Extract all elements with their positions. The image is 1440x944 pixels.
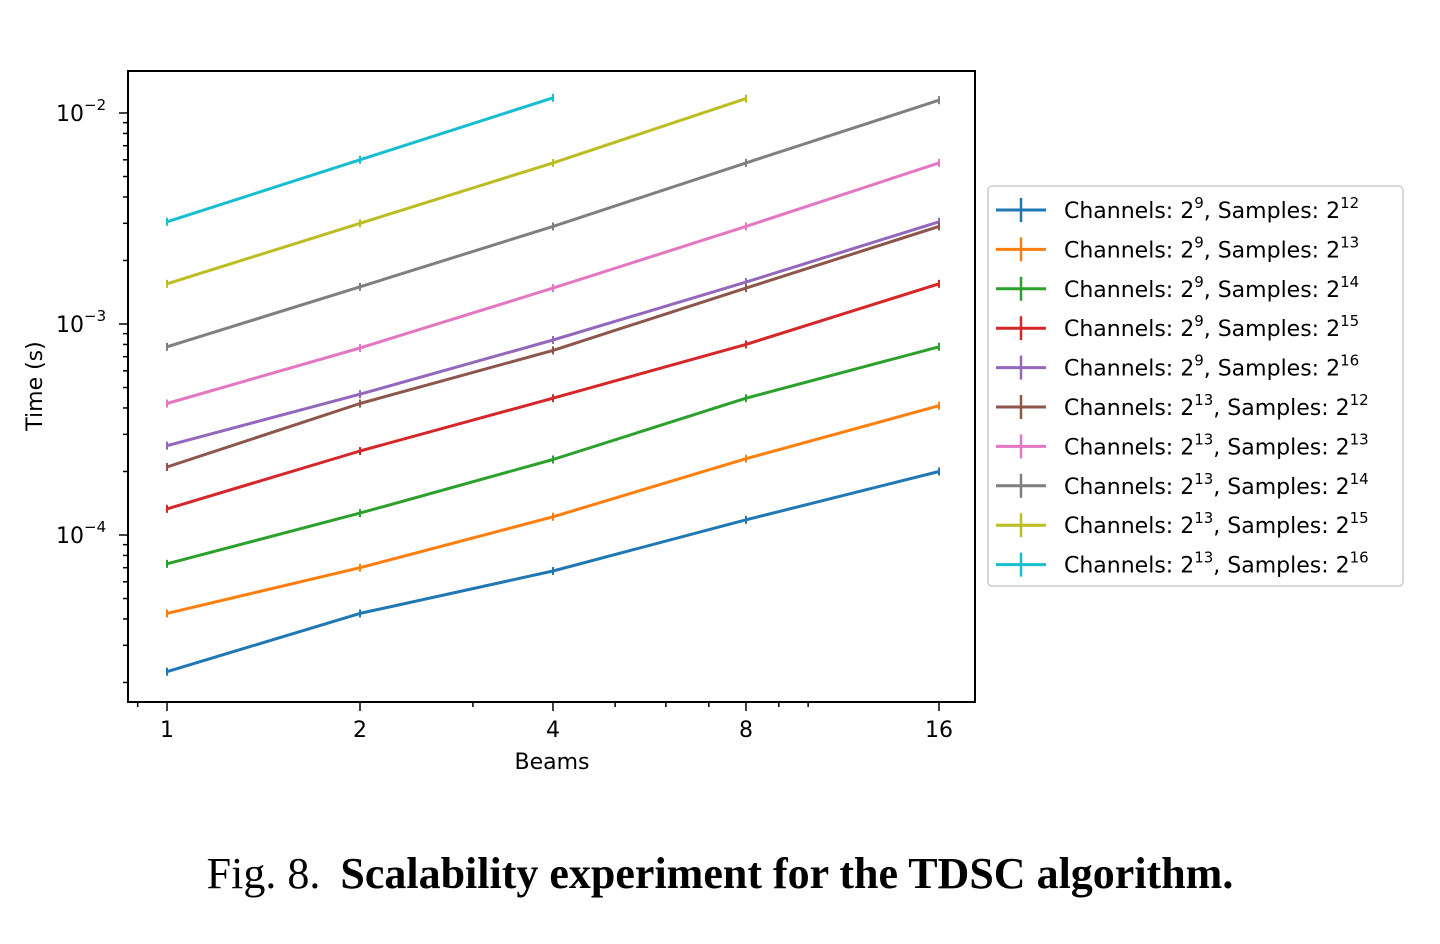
y-tick-label: 10−3 bbox=[56, 307, 106, 338]
legend-entry: Channels: 29, Samples: 216 bbox=[1064, 352, 1359, 382]
legend-entry: Channels: 213, Samples: 214 bbox=[1064, 470, 1369, 500]
legend-entry: Channels: 29, Samples: 214 bbox=[1064, 273, 1359, 303]
legend-entry: Channels: 213, Samples: 216 bbox=[1064, 549, 1369, 579]
y-axis-label: Time (s) bbox=[23, 341, 48, 431]
y-tick-label: 10−4 bbox=[56, 518, 106, 549]
series-line bbox=[166, 404, 940, 615]
series-line bbox=[166, 345, 940, 566]
x-tick-label: 8 bbox=[739, 718, 753, 743]
minor-ticks bbox=[123, 121, 809, 707]
legend-entry: Channels: 29, Samples: 212 bbox=[1064, 194, 1359, 224]
caption-text: Scalability experiment for the TDSC algo… bbox=[340, 849, 1234, 898]
plot-frame bbox=[127, 70, 976, 703]
x-tick-label: 16 bbox=[925, 718, 953, 743]
caption-label: Fig. 8. bbox=[206, 849, 321, 898]
legend-entry: Channels: 29, Samples: 213 bbox=[1064, 233, 1359, 263]
x-tick-label: 2 bbox=[353, 718, 367, 743]
legend-entry: Channels: 29, Samples: 215 bbox=[1064, 312, 1359, 342]
series-line bbox=[166, 161, 940, 405]
y-tick-label: 10−2 bbox=[56, 96, 106, 127]
series-line bbox=[166, 97, 747, 286]
figure-caption: Fig. 8. Scalability experiment for the TD… bbox=[0, 848, 1440, 899]
y-tick-labels: 10−2 10−3 10−4 bbox=[56, 96, 106, 549]
major-ticks bbox=[119, 112, 940, 711]
x-tick-label: 4 bbox=[546, 718, 560, 743]
legend: Channels: 29, Samples: 212 Channels: 29, … bbox=[987, 185, 1404, 587]
legend-entry: Channels: 213, Samples: 212 bbox=[1064, 391, 1369, 421]
series-line bbox=[166, 220, 940, 448]
legend-entry: Channels: 213, Samples: 213 bbox=[1064, 430, 1369, 460]
legend-frame bbox=[987, 185, 1404, 587]
x-tick-label: 1 bbox=[160, 718, 174, 743]
x-tick-labels: 1 2 4 8 16 bbox=[160, 718, 953, 743]
legend-entry: Channels: 213, Samples: 215 bbox=[1064, 509, 1369, 539]
series-lines bbox=[166, 93, 940, 676]
x-axis-label: Beams bbox=[514, 750, 589, 775]
